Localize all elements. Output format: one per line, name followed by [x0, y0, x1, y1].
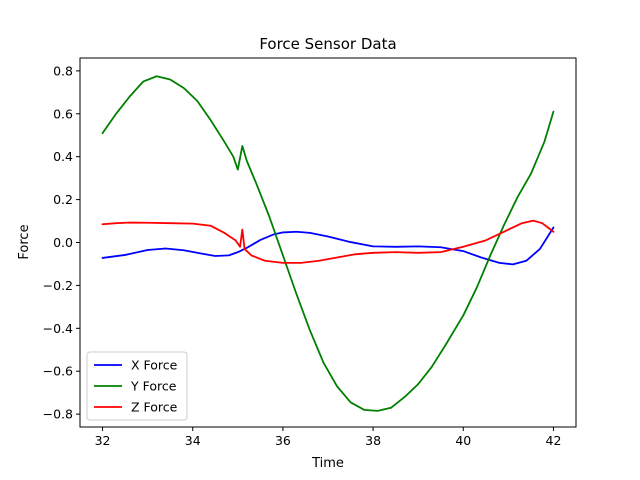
y-tick-label: 0.4 — [53, 149, 73, 164]
y-tick-label: 0.2 — [53, 192, 73, 207]
x-tick-label: 32 — [95, 433, 111, 448]
chart-title: Force Sensor Data — [259, 35, 396, 53]
y-tick-label: −0.8 — [43, 407, 73, 422]
y-axis: −0.8 −0.6 −0.4 −0.2 0.0 0.2 0.4 0.6 0.8 — [43, 63, 80, 422]
y-tick-label: 0.6 — [53, 106, 73, 121]
x-tick-label: 34 — [185, 433, 201, 448]
series-line-z-force — [101, 219, 555, 264]
y-axis-label: Force — [17, 224, 32, 259]
plot-area — [101, 75, 555, 412]
x-axis: 32 34 36 38 40 42 — [95, 427, 562, 448]
y-tick-label: −0.6 — [43, 364, 73, 379]
y-tick-label: −0.2 — [43, 278, 73, 293]
legend-label: Y Force — [130, 379, 177, 394]
x-tick-label: 36 — [275, 433, 291, 448]
legend: X Force Y Force Z Force — [86, 351, 188, 421]
x-axis-label: Time — [311, 456, 344, 471]
y-tick-label: 0.0 — [53, 235, 73, 250]
legend-label: Z Force — [131, 400, 178, 415]
x-tick-label: 42 — [546, 433, 562, 448]
y-tick-label: −0.4 — [43, 321, 73, 336]
x-tick-label: 40 — [455, 433, 471, 448]
legend-box — [86, 351, 188, 421]
series-line-y-force — [101, 75, 555, 412]
x-tick-label: 38 — [365, 433, 381, 448]
series-line-x-force — [101, 226, 555, 266]
y-tick-label: 0.8 — [53, 63, 73, 78]
legend-label: X Force — [131, 358, 178, 373]
